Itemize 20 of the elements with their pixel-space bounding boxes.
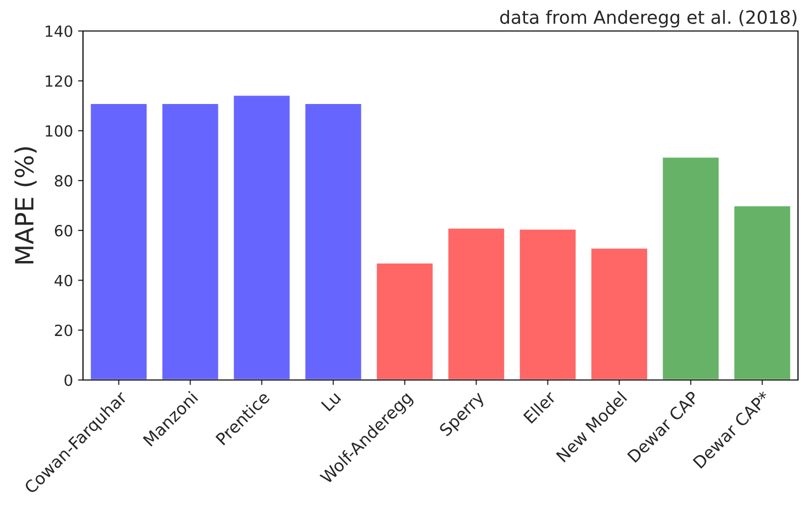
y-tick-label: 100 [46, 125, 72, 137]
bar [661, 156, 720, 380]
bar [304, 102, 363, 380]
y-tick-label: 20 [54, 324, 72, 336]
bar [446, 227, 506, 380]
bar [89, 102, 148, 380]
y-tick-label: 140 [46, 25, 72, 38]
y-tick-label: 60 [54, 224, 72, 236]
y-tick-label: 80 [54, 175, 72, 187]
bar [518, 228, 578, 380]
text: data from Anderegg et al. (2018) [500, 10, 796, 28]
y-tick-label: 0 [64, 374, 72, 386]
bar [160, 102, 220, 380]
bar [375, 262, 434, 380]
bar [732, 204, 792, 380]
bar [590, 247, 649, 380]
y-tick-label: 40 [54, 274, 72, 286]
bar [232, 94, 292, 380]
y-tick-label: 120 [46, 75, 72, 87]
y-axis-title: MAPE (%) [14, 147, 37, 264]
